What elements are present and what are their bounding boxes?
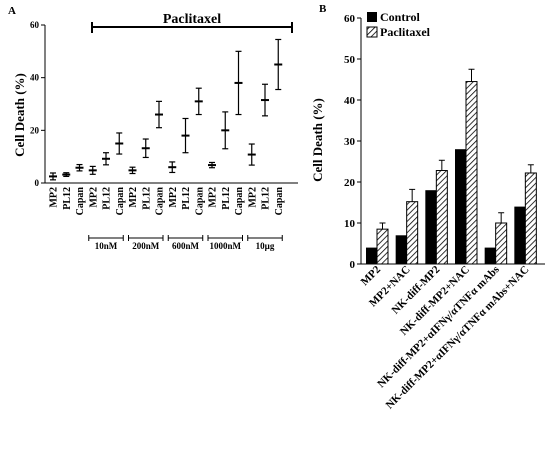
legend-paclitaxel-label: Paclitaxel (380, 25, 431, 39)
panel-b-y-tick-label: 50 (344, 54, 356, 66)
panel-b-y-tick-label: 60 (344, 13, 356, 25)
panel-a-group-label: 10µg (256, 241, 275, 251)
control-bar (455, 149, 466, 264)
paclitaxel-bar (376, 228, 389, 265)
panel-a-category-label: MP2 (128, 187, 139, 208)
panel-a-y-tick-label: 60 (30, 20, 40, 30)
panel-a-category-label: MP2 (208, 187, 219, 208)
legend-paclitaxel-swatch (366, 26, 378, 38)
panel-a-category-label: PL12 (181, 187, 192, 210)
panel-a-group-label: 10nM (95, 241, 118, 251)
panel-a-group-label: 600nM (172, 241, 200, 251)
paclitaxel-label: Paclitaxel (163, 12, 221, 27)
panel-b-category-label: MP2 (359, 263, 384, 288)
paclitaxel-bar (435, 170, 448, 265)
panel-a-category-label: PL12 (141, 187, 152, 210)
control-bar (366, 247, 377, 264)
control-bar (484, 247, 496, 264)
panel-a-y-tick-label: 40 (30, 73, 40, 83)
panel-b-y-tick-label: 0 (350, 259, 356, 271)
panel-b-label: B (319, 3, 327, 15)
panel-a-group-label: 1000nM (210, 241, 242, 251)
legend-control-swatch (367, 12, 377, 22)
panel-a-y-axis-label: Cell Death (%) (12, 73, 27, 157)
paclitaxel-bar (495, 222, 508, 265)
panel-a-group-label: 200nM (132, 241, 160, 251)
control-bar (514, 206, 526, 264)
panel-a-y-tick-label: 0 (35, 178, 40, 188)
legend-control-label: Control (380, 10, 420, 24)
panel-b-y-axis-label: Cell Death (%) (310, 98, 325, 182)
panel-a-category-label: Capan (75, 187, 86, 216)
paclitaxel-bar (465, 81, 478, 265)
panel-b-y-tick-label: 10 (344, 218, 356, 230)
panel-a-label: A (8, 5, 16, 17)
panel-a-category-label: PL12 (62, 187, 73, 210)
panel-b-chart: B Cell Death (%) 0 10 20 30 40 50 60 ControlPa… (310, 3, 545, 412)
panel-a-category-label: MP2 (49, 187, 60, 208)
control-bar (395, 235, 407, 264)
paclitaxel-bar (524, 172, 537, 265)
panel-a-category-label: Capan (155, 187, 166, 216)
panel-a-category-label: MP2 (247, 187, 258, 208)
panel-a-y-tick-label: 20 (30, 125, 40, 135)
panel-a-category-label: MP2 (88, 187, 99, 208)
panel-b-y-tick-label: 20 (344, 177, 356, 189)
panel-a-category-label: PL12 (221, 187, 232, 210)
panel-a-category-label: Capan (274, 187, 285, 216)
panel-a-category-label: Capan (194, 187, 205, 216)
paclitaxel-bar (406, 201, 419, 265)
panel-a-category-label: MP2 (168, 187, 179, 208)
control-bar (425, 190, 437, 264)
panel-a-category-label: PL12 (261, 187, 272, 210)
panel-a-category-label: Capan (115, 187, 126, 216)
panel-a-category-label: PL12 (102, 187, 113, 210)
panel-b-y-tick-label: 40 (344, 95, 356, 107)
panel-b-y-tick-label: 30 (344, 136, 356, 148)
panel-a-category-label: Capan (234, 187, 245, 216)
